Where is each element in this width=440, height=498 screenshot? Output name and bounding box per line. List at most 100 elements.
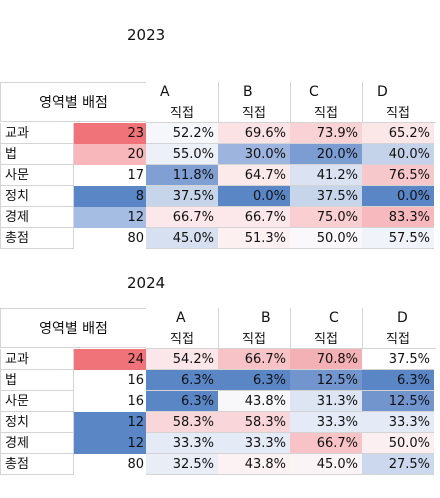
column-header-d: D 직접 [362, 82, 434, 122]
column-letter: A [160, 84, 170, 100]
column-sub: 직접 [242, 332, 266, 347]
table-row: 교과 23 52.2% 69.6% 73.9% 65.2% [0, 123, 440, 144]
row-count: 20 [74, 144, 146, 165]
cell-b: 66.7% [218, 207, 290, 228]
column-header-c: C 직접 [290, 82, 362, 122]
cell-c: 45.0% [290, 454, 362, 475]
cell-d: 12.5% [362, 391, 434, 412]
row-count: 12 [74, 433, 146, 454]
cell-d: 33.3% [362, 412, 434, 433]
column-sub: 직접 [314, 106, 338, 121]
column-letter: D [377, 84, 388, 100]
row-label: 법 [0, 370, 74, 391]
cell-d: 76.5% [362, 165, 434, 186]
table-row: 교과 24 54.2% 66.7% 70.8% 37.5% [0, 349, 440, 370]
cell-d: 37.5% [362, 349, 434, 370]
column-letter: B [243, 84, 253, 100]
row-label: 사문 [0, 165, 74, 186]
cell-d: 6.3% [362, 370, 434, 391]
cell-d: 57.5% [362, 228, 434, 249]
table-row: 총점 80 32.5% 43.8% 45.0% 27.5% [0, 454, 440, 475]
column-letter: A [176, 310, 186, 326]
cell-b: 64.7% [218, 165, 290, 186]
cell-a: 55.0% [146, 144, 218, 165]
row-count: 23 [74, 123, 146, 144]
column-sub: 직접 [386, 332, 410, 347]
table-row: 법 16 6.3% 6.3% 12.5% 6.3% [0, 370, 440, 391]
column-letter: C [309, 84, 319, 100]
row-count: 80 [74, 228, 146, 249]
column-sub: 직접 [242, 106, 266, 121]
corner-label: 영역별 배점 [0, 82, 146, 122]
table-row: 법 20 55.0% 30.0% 20.0% 40.0% [0, 144, 440, 165]
cell-a: 11.8% [146, 165, 218, 186]
corner-label: 영역별 배점 [0, 308, 146, 348]
cell-b: 58.3% [218, 412, 290, 433]
cell-d: 83.3% [362, 207, 434, 228]
table-header: 영역별 배점 A 직접 B 직접 C 직접 D 직접 [0, 82, 440, 123]
row-label: 경제 [0, 207, 74, 228]
row-label: 총점 [0, 228, 74, 249]
cell-c: 70.8% [290, 349, 362, 370]
cell-d: 27.5% [362, 454, 434, 475]
year-title-2023: 2023 [127, 26, 166, 44]
cell-d: 50.0% [362, 433, 434, 454]
year-title-2024: 2024 [127, 274, 166, 292]
column-letter: C [329, 310, 339, 326]
column-sub: 직접 [170, 106, 194, 121]
cell-a: 45.0% [146, 228, 218, 249]
cell-b: 43.8% [218, 391, 290, 412]
column-header-b: B 직접 [218, 308, 290, 348]
header-divider [146, 122, 436, 123]
column-sub: 직접 [314, 332, 338, 347]
table-row: 경제 12 33.3% 33.3% 66.7% 50.0% [0, 433, 440, 454]
row-label: 정치 [0, 186, 74, 207]
cell-c: 37.5% [290, 186, 362, 207]
table-row: 정치 8 37.5% 0.0% 37.5% 0.0% [0, 186, 440, 207]
cell-c: 50.0% [290, 228, 362, 249]
cell-b: 51.3% [218, 228, 290, 249]
row-label: 총점 [0, 454, 74, 475]
table-row: 사문 17 11.8% 64.7% 41.2% 76.5% [0, 165, 440, 186]
cell-b: 0.0% [218, 186, 290, 207]
cell-c: 41.2% [290, 165, 362, 186]
row-count: 16 [74, 391, 146, 412]
cell-d: 0.0% [362, 186, 434, 207]
table-row: 정치 12 58.3% 58.3% 33.3% 33.3% [0, 412, 440, 433]
row-label: 경제 [0, 433, 74, 454]
cell-c: 33.3% [290, 412, 362, 433]
cell-a: 58.3% [146, 412, 218, 433]
cell-c: 73.9% [290, 123, 362, 144]
cell-b: 66.7% [218, 349, 290, 370]
row-count: 24 [74, 349, 146, 370]
cell-d: 40.0% [362, 144, 434, 165]
column-header-a: A 직접 [146, 308, 218, 348]
column-letter: D [397, 310, 408, 326]
row-count: 12 [74, 207, 146, 228]
cell-b: 69.6% [218, 123, 290, 144]
row-label: 교과 [0, 349, 74, 370]
cell-a: 66.7% [146, 207, 218, 228]
cell-c: 12.5% [290, 370, 362, 391]
cell-a: 37.5% [146, 186, 218, 207]
column-sub: 직접 [170, 332, 194, 347]
column-letter: B [261, 310, 271, 326]
cell-c: 31.3% [290, 391, 362, 412]
cell-a: 6.3% [146, 391, 218, 412]
cell-d: 65.2% [362, 123, 434, 144]
cell-a: 52.2% [146, 123, 218, 144]
cell-a: 54.2% [146, 349, 218, 370]
row-count: 8 [74, 186, 146, 207]
row-count: 16 [74, 370, 146, 391]
cell-b: 30.0% [218, 144, 290, 165]
row-label: 사문 [0, 391, 74, 412]
column-header-a: A 직접 [146, 82, 218, 122]
row-label: 정치 [0, 412, 74, 433]
cell-a: 33.3% [146, 433, 218, 454]
row-label: 교과 [0, 123, 74, 144]
table-row: 사문 16 6.3% 43.8% 31.3% 12.5% [0, 391, 440, 412]
cell-c: 66.7% [290, 433, 362, 454]
cell-b: 43.8% [218, 454, 290, 475]
column-header-b: B 직접 [218, 82, 290, 122]
row-count: 80 [74, 454, 146, 475]
